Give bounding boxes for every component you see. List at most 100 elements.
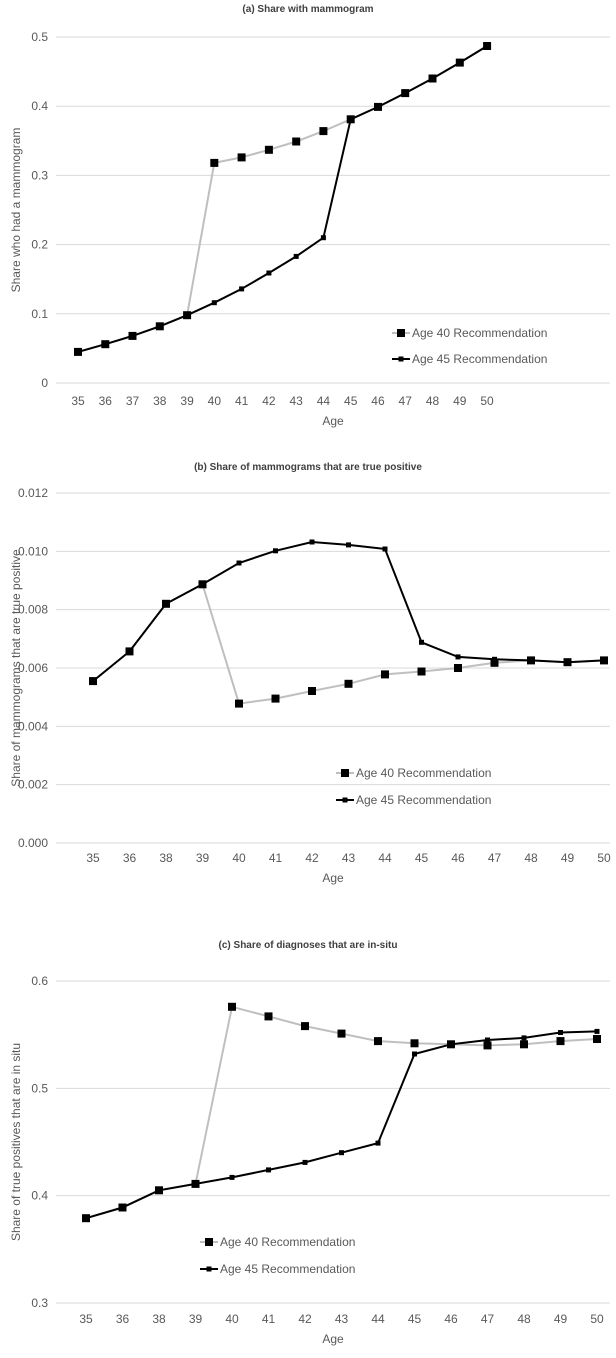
data-point: [308, 687, 316, 695]
x-tick-label: 47: [399, 394, 413, 408]
data-point: [127, 648, 132, 654]
data-point: [344, 679, 353, 688]
y-axis-label: Share of mammograms that are true positi…: [9, 549, 23, 787]
data-point: [83, 1215, 89, 1221]
y-tick-label: 0.008: [18, 603, 48, 617]
data-point: [457, 60, 463, 66]
data-point: [412, 1051, 417, 1057]
data-point: [454, 664, 462, 672]
chart-panel-2: (b) Share of mammograms that are true po…: [9, 462, 611, 885]
chart-panel-1: (a) Share with mammogram 0 0.1 0.2 0.3 0.4 0.5…: [9, 4, 610, 428]
data-point: [339, 1150, 344, 1156]
y-tick-label: 0.1: [31, 307, 48, 321]
x-tick-label: 38: [152, 1312, 166, 1326]
series-line: [77, 45, 488, 353]
y-tick-label: 0.3: [31, 1296, 48, 1310]
x-tick-label: 36: [123, 851, 137, 865]
data-point: [293, 253, 299, 259]
x-tick-label: 49: [453, 394, 467, 408]
x-tick-label: 43: [289, 394, 303, 408]
data-point: [419, 639, 424, 645]
data-point: [266, 1167, 271, 1173]
data-point: [594, 1028, 600, 1034]
chart-title: (b) Share of mammograms that are true po…: [194, 462, 422, 473]
legend-entry: Age 45 Recommendation: [392, 352, 547, 366]
data-point: [309, 539, 315, 545]
chart-panel-3: (c) Share of diagnoses that are in-situ 0…: [9, 940, 610, 1346]
y-tick-label: 0.2: [31, 238, 48, 252]
x-tick-label: 39: [196, 851, 210, 865]
data-point: [374, 1037, 382, 1046]
legend-label: Age 45 Recommendation: [356, 793, 491, 807]
x-tick-label: 49: [554, 1312, 568, 1326]
data-point: [348, 116, 354, 122]
series-line: [85, 1030, 598, 1220]
legend-swatch-marker: [342, 797, 348, 803]
x-tick-label: 46: [371, 394, 385, 408]
data-point: [266, 270, 272, 276]
legend-entry: Age 40 Recommendation: [200, 1235, 355, 1249]
data-point: [565, 659, 570, 665]
x-tick-label: 50: [597, 851, 611, 865]
x-tick-label: 42: [262, 394, 276, 408]
y-tick-label: 0.010: [18, 544, 48, 558]
data-point: [430, 76, 435, 81]
series-line: [92, 540, 605, 682]
data-point: [410, 1039, 419, 1048]
data-point: [120, 1205, 125, 1210]
legend-swatch-marker: [205, 1238, 213, 1246]
y-tick-label: 0.006: [18, 661, 48, 675]
data-point: [301, 1022, 309, 1031]
x-tick-label: 35: [79, 1312, 93, 1326]
data-point: [200, 581, 205, 587]
data-point: [239, 286, 245, 292]
y-axis-label: Share who had a mammogram: [9, 128, 23, 293]
data-point: [235, 699, 243, 708]
x-tick-label: 41: [235, 394, 249, 408]
data-point: [417, 667, 426, 676]
y-tick-label: 0.4: [31, 99, 48, 113]
data-point: [448, 1041, 454, 1047]
data-point: [184, 312, 190, 318]
x-tick-label: 35: [71, 394, 85, 408]
y-tick-label: 0.002: [18, 778, 48, 792]
data-point: [264, 1012, 273, 1021]
x-tick-label: 48: [517, 1312, 531, 1326]
data-point: [558, 1030, 563, 1035]
y-tick-label: 0.5: [31, 1081, 48, 1095]
legend-swatch-marker: [341, 769, 349, 777]
data-point: [228, 1002, 236, 1011]
x-tick-label: 40: [225, 1312, 239, 1326]
x-tick-label: 42: [305, 851, 319, 865]
chart-title: (c) Share of diagnoses that are in-situ: [219, 940, 398, 951]
legend-entry: Age 45 Recommendation: [336, 793, 491, 807]
x-tick-label: 48: [524, 851, 538, 865]
x-tick-label: 45: [344, 394, 358, 408]
legend-entry: Age 45 Recommendation: [200, 1262, 355, 1276]
y-tick-label: 0.4: [31, 1189, 48, 1203]
data-point: [593, 1035, 601, 1043]
data-point: [210, 158, 219, 167]
x-axis-label: Age: [322, 1332, 344, 1346]
x-tick-label: 36: [116, 1312, 130, 1326]
data-point: [484, 43, 490, 49]
y-tick-label: 0.3: [31, 168, 48, 182]
data-point: [528, 657, 534, 663]
x-tick-label: 37: [126, 394, 140, 408]
data-point: [319, 127, 328, 136]
data-point: [381, 670, 389, 679]
y-tick-label: 0.000: [18, 836, 48, 850]
y-tick-label: 0.5: [31, 30, 48, 44]
data-point: [556, 1037, 565, 1046]
x-tick-label: 46: [451, 851, 465, 865]
x-tick-label: 36: [99, 394, 113, 408]
x-tick-label: 50: [590, 1312, 604, 1326]
x-tick-label: 48: [426, 394, 440, 408]
x-tick-label: 43: [342, 851, 356, 865]
x-tick-label: 38: [159, 851, 173, 865]
y-tick-label: 0.6: [31, 974, 48, 988]
legend-entry: Age 40 Recommendation: [336, 766, 491, 780]
data-point: [302, 1159, 308, 1165]
x-tick-label: 42: [298, 1312, 312, 1326]
